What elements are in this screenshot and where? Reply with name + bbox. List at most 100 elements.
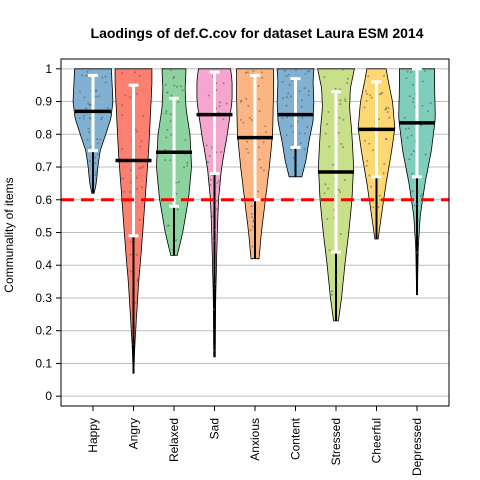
violins — [72, 67, 436, 374]
data-point — [213, 283, 216, 286]
data-point — [78, 117, 81, 119]
data-point — [260, 71, 263, 74]
data-point — [369, 94, 372, 97]
data-point — [135, 253, 138, 256]
data-point — [210, 146, 213, 149]
data-point — [215, 199, 218, 202]
data-point — [87, 102, 90, 105]
data-point — [287, 92, 290, 95]
y-axis: 0 0.1 0.2 0.3 0.4 0.5 0.6 0.7 0.8 0.9 1 — [35, 62, 61, 403]
data-point — [171, 248, 174, 251]
data-point — [338, 88, 341, 91]
data-point — [136, 130, 139, 133]
y-tick-label: 1 — [45, 62, 52, 76]
data-point — [265, 131, 268, 134]
data-point — [95, 138, 98, 141]
data-point — [328, 145, 331, 148]
data-point — [304, 132, 307, 135]
plot-border — [60, 58, 450, 407]
data-point — [367, 75, 370, 78]
data-point — [337, 131, 340, 134]
data-point — [283, 69, 286, 72]
y-tick-label: 0 — [45, 389, 52, 403]
data-point — [343, 179, 346, 182]
data-point — [415, 233, 418, 236]
data-point — [306, 126, 309, 129]
data-point — [120, 72, 123, 75]
y-tick-label: 0.4 — [35, 258, 52, 272]
data-point — [209, 178, 212, 181]
data-point — [134, 326, 137, 329]
data-point — [383, 163, 386, 165]
data-point — [382, 172, 385, 175]
data-point — [281, 117, 284, 120]
data-point — [176, 208, 179, 211]
data-point — [383, 74, 385, 77]
data-point — [88, 68, 90, 70]
x-tick-label: Stressed — [329, 418, 343, 465]
data-point — [164, 112, 167, 115]
data-point — [213, 349, 216, 352]
data-point — [164, 148, 167, 151]
data-point — [365, 165, 368, 167]
data-point — [264, 125, 267, 128]
data-point — [121, 147, 124, 150]
data-point — [332, 163, 334, 166]
data-point — [299, 142, 302, 145]
data-point — [128, 96, 131, 99]
data-point — [331, 293, 333, 296]
data-point — [327, 187, 330, 190]
x-tick-label: Content — [289, 417, 303, 460]
data-point — [135, 176, 138, 179]
data-point — [281, 97, 284, 100]
data-point — [165, 110, 168, 113]
data-point — [380, 92, 383, 95]
data-point — [83, 96, 86, 99]
data-point — [129, 191, 132, 193]
x-tick-label: Depressed — [410, 418, 424, 476]
data-point — [416, 250, 419, 253]
data-point — [342, 118, 345, 121]
data-point — [121, 114, 124, 117]
data-point — [79, 90, 81, 93]
y-tick-label: 0.7 — [35, 160, 52, 174]
data-point — [301, 116, 304, 119]
data-point — [183, 166, 185, 169]
data-point — [301, 99, 303, 102]
x-tick-label: Relaxed — [167, 418, 181, 462]
data-point — [95, 95, 98, 98]
data-point — [97, 142, 100, 145]
data-point — [129, 181, 132, 184]
data-point — [326, 123, 328, 126]
data-point — [412, 97, 415, 100]
y-tick-label: 0.5 — [35, 226, 52, 240]
data-point — [169, 120, 172, 123]
data-point — [410, 153, 413, 156]
data-point — [368, 142, 371, 145]
data-point — [424, 153, 427, 156]
data-point — [245, 147, 248, 150]
data-point — [245, 71, 248, 74]
data-point — [186, 161, 189, 164]
data-point — [82, 114, 85, 117]
data-point — [134, 301, 137, 304]
data-point — [169, 69, 172, 72]
data-point — [138, 74, 141, 77]
data-point — [130, 325, 133, 328]
data-point — [342, 146, 344, 149]
data-point — [304, 72, 307, 75]
data-point — [258, 110, 261, 113]
data-point — [89, 103, 92, 106]
data-point — [386, 111, 389, 113]
data-point — [89, 159, 91, 162]
data-point — [121, 104, 124, 107]
data-point — [101, 76, 104, 79]
data-point — [417, 239, 420, 242]
x-tick-label: Happy — [86, 418, 100, 453]
data-point — [136, 279, 139, 282]
data-point — [370, 96, 373, 99]
data-point — [95, 171, 97, 174]
data-point — [208, 155, 211, 157]
data-point — [335, 284, 338, 287]
data-point — [286, 116, 288, 119]
